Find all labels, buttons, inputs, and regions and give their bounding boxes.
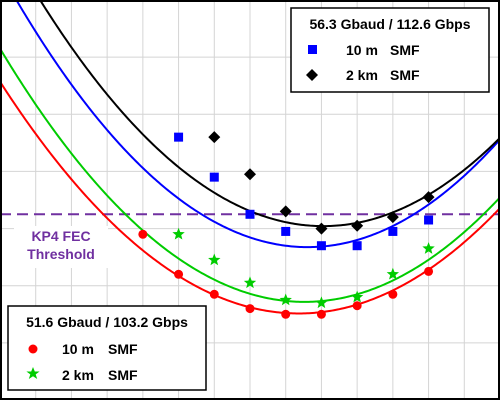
legend-label-distance: 10 m (346, 42, 378, 58)
threshold-label-line1: KP4 FEC (31, 228, 90, 244)
threshold-label-line2: Threshold (27, 246, 95, 262)
legend-label-distance: 2 km (62, 367, 94, 383)
data-point-star (350, 290, 364, 303)
data-point-star (243, 276, 257, 289)
data-point-circle (245, 304, 255, 314)
threshold: KP4 FEC Threshold (0, 213, 500, 268)
legend-box (290, 7, 490, 93)
data-point-star (172, 227, 185, 240)
legend-label-fiber: SMF (390, 42, 420, 58)
data-point-star (315, 296, 328, 309)
legend-title: 51.6 Gbaud / 103.2 Gbps (26, 314, 188, 330)
data-point-diamond (208, 131, 221, 144)
data-point-diamond (386, 211, 399, 224)
legend-box (7, 305, 207, 391)
data-point-square (352, 241, 362, 251)
legend-label-distance: 10 m (62, 341, 94, 357)
data-point-circle (281, 309, 291, 319)
data-point-diamond (315, 222, 328, 235)
legend-marker-circle (28, 344, 38, 354)
data-point-square (316, 241, 326, 251)
data-point-star (422, 242, 435, 254)
legend-label-distance: 2 km (346, 67, 378, 83)
fit-curve (15, 0, 500, 249)
threshold-label-background (14, 226, 108, 268)
data-point-star (386, 267, 400, 280)
data-point-star (208, 253, 221, 266)
data-point-square (209, 172, 219, 182)
data-point-diamond (244, 168, 256, 181)
data-point-square (245, 209, 255, 219)
legend-bottom-left: 51.6 Gbaud / 103.2 Gbps 10 m SMF 2 km SM… (7, 305, 207, 391)
data-point-circle (388, 289, 398, 299)
data-markers (138, 131, 435, 319)
legend-top-right: 56.3 Gbaud / 112.6 Gbps 10 m SMF 2 km SM… (290, 7, 490, 93)
data-point-circle (174, 269, 184, 279)
legend-marker-star (26, 367, 40, 379)
data-point-circle (138, 229, 148, 239)
data-point-star (279, 293, 292, 306)
data-point-diamond (279, 205, 292, 218)
legend-title: 56.3 Gbaud / 112.6 Gbps (309, 16, 470, 32)
data-point-square (174, 132, 184, 142)
data-point-circle (352, 301, 362, 311)
data-point-diamond (351, 219, 364, 232)
data-point-diamond (422, 191, 435, 204)
data-point-square (281, 226, 291, 236)
legend-label-fiber: SMF (390, 67, 420, 83)
data-point-circle (316, 309, 326, 319)
fit-curve (0, 48, 500, 303)
data-point-circle (424, 266, 434, 276)
legend-marker-diamond (306, 69, 318, 81)
data-point-circle (209, 289, 219, 299)
legend-label-fiber: SMF (108, 341, 138, 357)
legend-marker-square (308, 45, 317, 54)
data-point-square (388, 226, 398, 236)
data-point-square (424, 215, 434, 225)
legend-label-fiber: SMF (108, 367, 138, 383)
